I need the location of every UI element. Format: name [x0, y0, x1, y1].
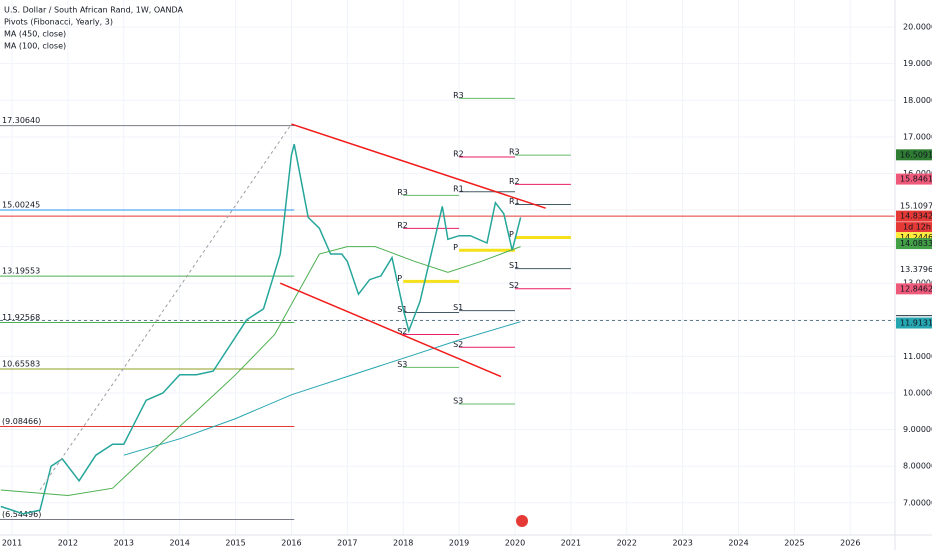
x-tick-label: 2023 — [672, 539, 692, 548]
price-tag — [896, 232, 932, 244]
pivot-label: R2 — [453, 149, 464, 158]
x-tick-label: 2018 — [393, 539, 413, 548]
pivot-label: S2 — [397, 327, 407, 336]
x-tick-label: 2012 — [58, 539, 78, 548]
y-tick-label: 20.00000 — [903, 23, 932, 32]
pivot-label: P — [509, 230, 514, 239]
price-tag-label: 16.50910 — [900, 150, 932, 159]
x-tick-label: 2025 — [784, 539, 804, 548]
axes: 7.00000 8.00000 9.00000 10.00000 11.00000 12.… — [2, 23, 932, 548]
fib-label: 13.19553 — [2, 267, 40, 276]
pivot-label: S1 — [509, 261, 519, 270]
fib-label: 11.92568 — [2, 313, 40, 322]
y-tick-label: 16.00000 — [903, 169, 932, 178]
pivot-label: R3 — [453, 91, 464, 100]
price-tag — [896, 200, 932, 212]
price-tag — [896, 149, 932, 161]
plot-area: 17.30640 15.00245 13.19553 11.92568 10.65583… — [0, 0, 895, 535]
series-line — [0, 246, 521, 497]
pivot-label: S2 — [509, 281, 519, 290]
pivot-label: R2 — [509, 177, 520, 186]
trendline — [291, 123, 546, 209]
price-tag-label: 14.08334 — [900, 239, 932, 248]
fib-label: (6.54496) — [2, 510, 41, 519]
price-tag — [896, 210, 932, 222]
fib-label: 17.30640 — [2, 116, 40, 125]
logo — [516, 515, 528, 527]
pivot-label: R3 — [509, 148, 520, 157]
pivot-label: R3 — [397, 188, 408, 197]
x-tick-label: 2011 — [2, 539, 22, 548]
y-tick-label: 9.00000 — [903, 425, 932, 434]
y-tick-label: 18.00000 — [903, 96, 932, 105]
price-axis — [895, 0, 932, 550]
price-tag-label: 15.10970 — [900, 202, 932, 211]
x-tick-label: 2024 — [728, 539, 748, 548]
y-tick-label: 19.00000 — [903, 59, 932, 68]
series-line — [123, 321, 521, 456]
legend-entry: MA (450, close) — [4, 30, 66, 39]
price-tag-label: 11.91318 — [900, 319, 932, 328]
y-tick-label: 13.00000 — [903, 279, 932, 288]
trendline — [39, 123, 292, 491]
pivot-label: R1 — [453, 184, 464, 193]
trendline — [279, 282, 502, 378]
price-tag — [896, 283, 932, 295]
price-tag-label: 14.83429 — [900, 212, 932, 221]
pivot-label: R1 — [509, 197, 520, 206]
x-tick-label: 2019 — [449, 539, 469, 548]
legend-entry: MA (100, close) — [4, 42, 66, 51]
pivot-label: S3 — [397, 360, 407, 369]
pivot-label: S1 — [397, 305, 407, 314]
y-tick-label: 17.00000 — [903, 132, 932, 141]
y-tick-label: 11.00000 — [903, 352, 932, 361]
x-tick-label: 2026 — [840, 539, 860, 548]
pivot-label: S3 — [453, 396, 463, 405]
price-tag — [896, 263, 932, 275]
x-tick-label: 2016 — [281, 539, 301, 548]
chart-title: U.S. Dollar / South African Rand, 1W, OA… — [4, 6, 183, 15]
indicator-label: Pivots (Fibonacci, Yearly, 3) — [4, 18, 113, 27]
price-tag — [896, 173, 932, 185]
y-tick-label: 7.00000 — [903, 498, 932, 507]
x-tick-label: 2022 — [617, 539, 637, 548]
x-tick-label: 2020 — [505, 539, 525, 548]
y-tick-label: 8.00000 — [903, 462, 932, 471]
series-line — [0, 144, 522, 515]
fib-label: (9.08466) — [2, 417, 41, 426]
x-tick-label: 2013 — [114, 539, 134, 548]
price-tag-label: 13.37969 — [900, 265, 932, 274]
fib-label: 15.00245 — [2, 200, 40, 209]
pivot-label: P — [397, 274, 402, 283]
countdown: 1d 12h — [903, 223, 931, 232]
countdown-tag — [896, 222, 932, 233]
pivot-label: S2 — [453, 340, 463, 349]
pivot-label: P — [453, 243, 458, 252]
price-tag-label: 12.84629 — [900, 284, 932, 293]
x-tick-label: 2017 — [337, 539, 357, 548]
y-tick-label: 10.00000 — [903, 389, 932, 398]
price-tag — [896, 238, 932, 250]
price-tag-label: 15.84610 — [900, 175, 932, 184]
x-tick-label: 2014 — [169, 539, 189, 548]
pivot-label: R2 — [397, 221, 408, 230]
fib-label: 10.65583 — [2, 360, 40, 369]
price-tag — [896, 317, 932, 329]
x-tick-label: 2015 — [225, 539, 245, 548]
price-tag-label: 14.24469 — [900, 233, 932, 242]
pivot-label: S1 — [453, 303, 463, 312]
x-tick-label: 2021 — [561, 539, 581, 548]
